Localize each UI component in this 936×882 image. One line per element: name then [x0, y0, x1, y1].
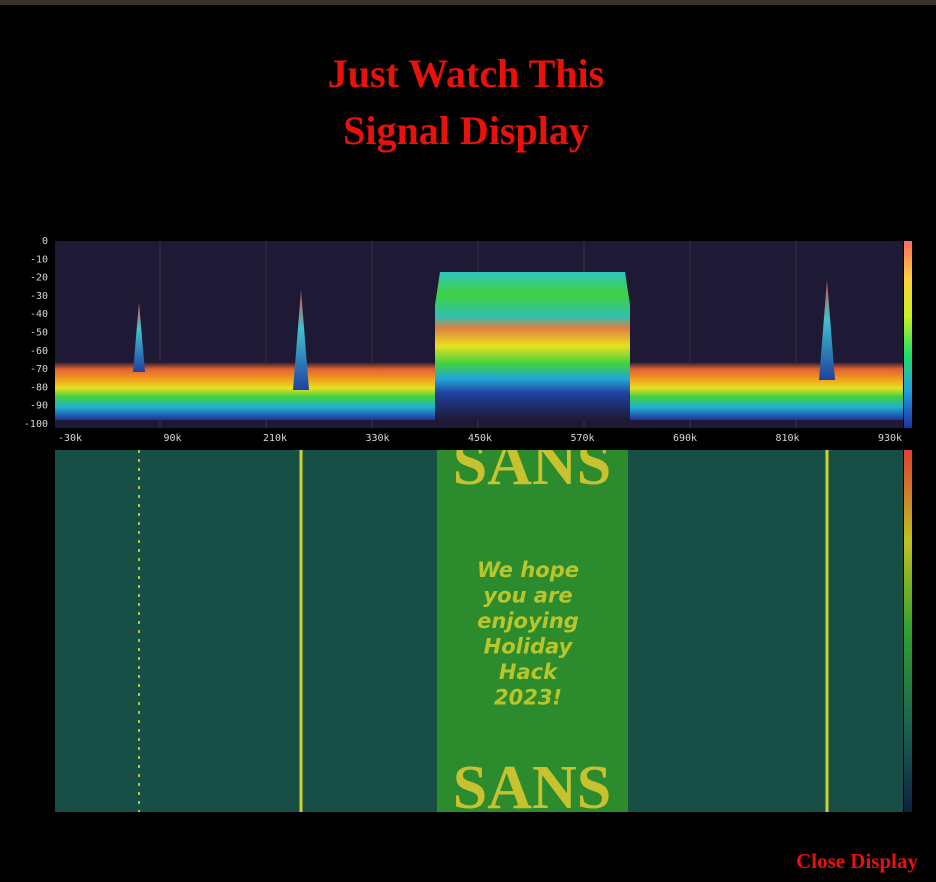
message-line: 2023! — [494, 686, 562, 710]
message-line: Hack — [499, 660, 559, 684]
y-tick-label: -20 — [30, 273, 48, 284]
y-tick-label: 0 — [42, 236, 48, 247]
y-tick-label: -10 — [30, 254, 48, 265]
message-line: We hope — [477, 558, 579, 582]
y-tick-label: -40 — [30, 309, 48, 320]
y-tick-label: -30 — [30, 291, 48, 302]
title-line: Just Watch This — [328, 51, 604, 96]
y-tick-label: -50 — [30, 328, 48, 339]
top-edge — [0, 0, 936, 5]
y-tick-label: -90 — [30, 401, 48, 412]
banner-text: SANS — [453, 430, 612, 498]
x-tick-label: 810k — [775, 433, 799, 444]
y-tick-label: -60 — [30, 346, 48, 357]
y-tick-label: -70 — [30, 364, 48, 375]
x-tick-label: 330k — [365, 433, 389, 444]
x-tick-label: -30k — [58, 433, 82, 444]
y-axis-labels: 0 -10 -20 -30 -40 -50 -60 -70 -80 -90 -100 — [24, 236, 48, 430]
banner-text: SANS — [453, 754, 612, 822]
x-tick-label: 450k — [468, 433, 492, 444]
x-tick-label: 690k — [673, 433, 697, 444]
x-tick-label: 930k — [878, 433, 902, 444]
x-tick-label: 210k — [263, 433, 287, 444]
y-tick-label: -80 — [30, 382, 48, 393]
y-tick-label: -100 — [24, 419, 48, 430]
waterfall: SANS SANS — [55, 430, 912, 822]
x-axis-labels: -30k 90k 210k 330k 450k 570k 690k 810k 930k — [58, 433, 902, 444]
spectrum-plot — [55, 241, 912, 428]
message-line: enjoying — [477, 609, 579, 633]
x-tick-label: 90k — [163, 433, 181, 444]
message-line: you are — [483, 584, 572, 608]
x-tick-label: 570k — [570, 433, 594, 444]
close-button[interactable]: Close Display — [796, 849, 918, 873]
message-line: Holiday — [484, 635, 574, 659]
title-line: Signal Display — [343, 108, 589, 153]
